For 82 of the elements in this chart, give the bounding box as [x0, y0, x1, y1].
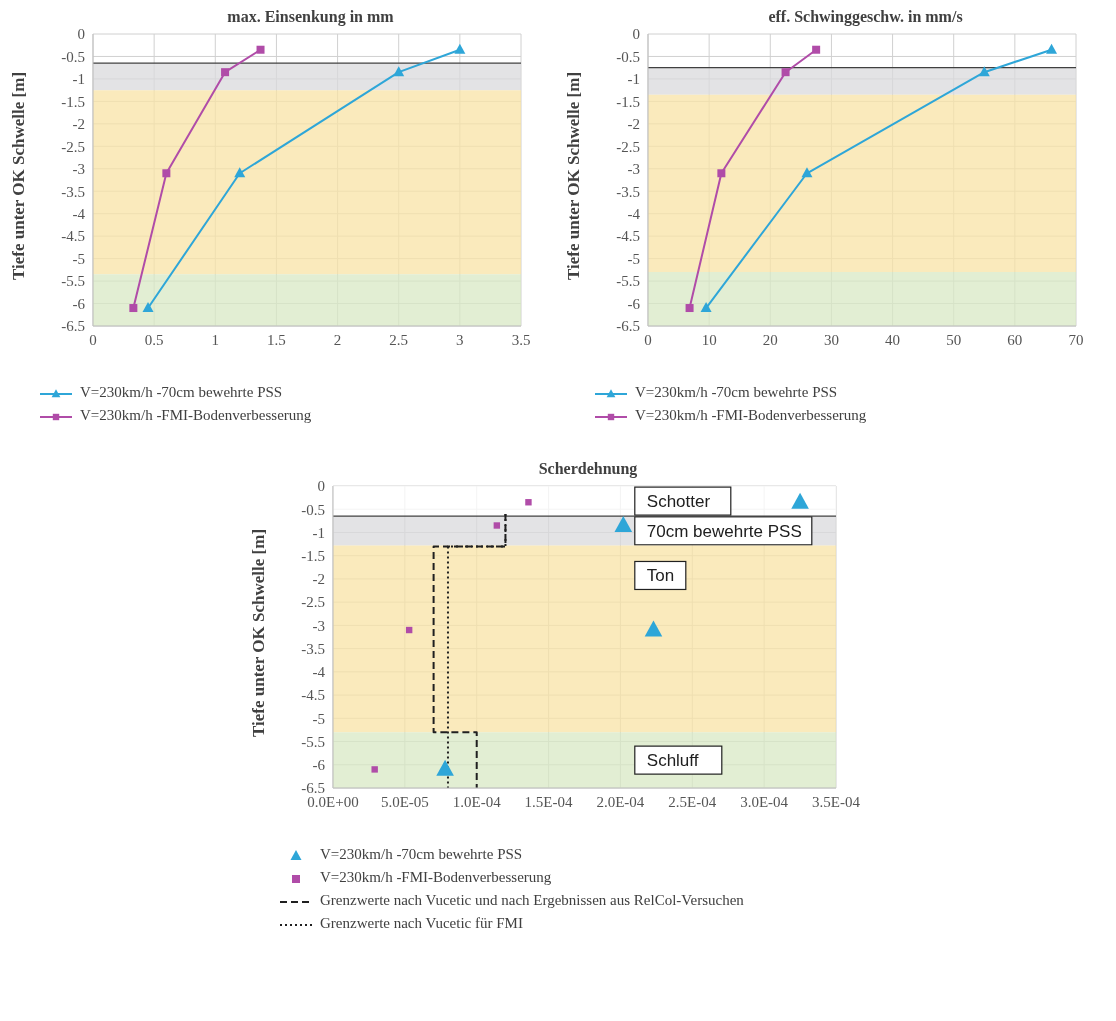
y-tick-label: -4	[312, 664, 326, 681]
y-tick-label: -2.5	[616, 138, 640, 155]
y-tick-label: 0	[317, 478, 325, 495]
y-axis-title: Tiefe unter OK Schwelle [m]	[249, 528, 269, 737]
legend-label: V=230km/h -70cm bewehrte PSS	[634, 384, 839, 401]
y-tick-label: -6.5	[61, 318, 85, 335]
x-tick-label: 50	[946, 331, 962, 348]
x-tick-label: 0	[89, 331, 97, 348]
band-label: Schotter	[646, 492, 711, 512]
y-tick-label: -4.5	[616, 228, 640, 245]
y-tick-label: -1.5	[61, 93, 85, 110]
y-tick-label: -5	[627, 250, 640, 267]
y-tick-label: -5.5	[616, 273, 640, 290]
y-tick-label: 0	[632, 26, 640, 43]
y-tick-label: -5.5	[301, 733, 325, 750]
x-tick-label: 2	[333, 331, 342, 348]
x-tick-label: 10	[701, 331, 717, 348]
y-tick-label: -4	[627, 206, 641, 223]
legend-label: V=230km/h -FMI-Bodenverbesserung	[319, 869, 553, 886]
y-tick-label: -0.5	[301, 501, 325, 518]
band-label: Schluff	[646, 751, 699, 771]
chart-title: Scherdehnung	[537, 460, 639, 478]
y-tick-label: -1	[312, 524, 325, 541]
y-tick-label: -3.5	[61, 183, 85, 200]
x-tick-label: 3.0E-04	[740, 793, 789, 810]
y-tick-label: -2	[312, 571, 325, 588]
y-tick-label: -6	[312, 757, 326, 774]
legend-label: V=230km/h -70cm bewehrte PSS	[79, 384, 284, 401]
x-tick-label: 1.5E-04	[524, 793, 574, 810]
legend-label: V=230km/h -FMI-Bodenverbesserung	[79, 407, 313, 424]
y-tick-label: -5	[72, 250, 85, 267]
y-tick-label: -4.5	[301, 687, 325, 704]
x-tick-label: 0.5	[144, 331, 164, 348]
x-tick-label: 1	[211, 331, 220, 348]
y-tick-label: -4	[72, 206, 86, 223]
legend-label: V=230km/h -FMI-Bodenverbesserung	[634, 407, 868, 424]
legend-label: Grenzwerte nach Vucetic und nach Ergebnissen aus RelCol-Versuchen	[319, 892, 745, 909]
y-tick-label: -5.5	[61, 273, 85, 290]
y-tick-label: -0.5	[61, 48, 85, 65]
x-tick-label: 60	[1007, 331, 1023, 348]
y-tick-label: -6	[72, 295, 86, 312]
x-tick-label: 2.0E-04	[596, 793, 645, 810]
y-tick-label: -3.5	[301, 640, 325, 657]
x-tick-label: 70	[1068, 331, 1084, 348]
x-tick-label: 3.5	[511, 331, 531, 348]
y-tick-label: -3.5	[616, 183, 640, 200]
y-tick-label: -0.5	[616, 48, 640, 65]
x-tick-label: 2.5E-04	[668, 793, 717, 810]
y-tick-label: -2	[627, 116, 640, 133]
y-tick-label: -2	[72, 116, 85, 133]
y-tick-label: -3	[72, 161, 85, 178]
y-tick-label: -2.5	[61, 138, 85, 155]
chart-title: eff. Schwinggeschw. in mm/s	[767, 8, 964, 26]
y-tick-label: -3	[312, 617, 325, 634]
band-label: 70cm bewehrte PSS	[646, 521, 802, 541]
x-tick-label: 40	[885, 331, 901, 348]
chart-title: max. Einsenkung in mm	[226, 8, 395, 26]
y-tick-label: -3	[627, 161, 640, 178]
y-tick-label: -1	[72, 71, 85, 88]
y-tick-label: -1.5	[301, 548, 325, 565]
y-tick-label: -2.5	[301, 594, 325, 611]
x-tick-label: 1.5	[267, 331, 286, 348]
y-tick-label: -5	[312, 710, 325, 727]
y-tick-label: -4.5	[61, 228, 85, 245]
x-tick-label: 2.5	[389, 331, 409, 348]
y-axis-title: Tiefe unter OK Schwelle [m]	[9, 71, 29, 280]
x-tick-label: 1.0E-04	[452, 793, 502, 810]
y-tick-label: -6.5	[616, 318, 640, 335]
x-tick-label: 30	[823, 331, 839, 348]
x-tick-label: 3	[456, 331, 464, 348]
y-tick-label: -1.5	[616, 93, 640, 110]
band-label: Ton	[646, 566, 675, 586]
legend-label: Grenzwerte nach Vucetic für FMI	[319, 915, 524, 932]
y-tick-label: 0	[77, 26, 85, 43]
x-tick-label: 3.5E-04	[812, 793, 861, 810]
y-tick-label: -6	[627, 295, 641, 312]
x-tick-label: 20	[762, 331, 778, 348]
y-tick-label: -1	[627, 71, 640, 88]
legend-label: V=230km/h -70cm bewehrte PSS	[319, 846, 524, 863]
y-axis-title: Tiefe unter OK Schwelle [m]	[564, 71, 584, 280]
x-tick-label: 0	[644, 331, 652, 348]
x-tick-label: 5.0E-05	[380, 793, 429, 810]
